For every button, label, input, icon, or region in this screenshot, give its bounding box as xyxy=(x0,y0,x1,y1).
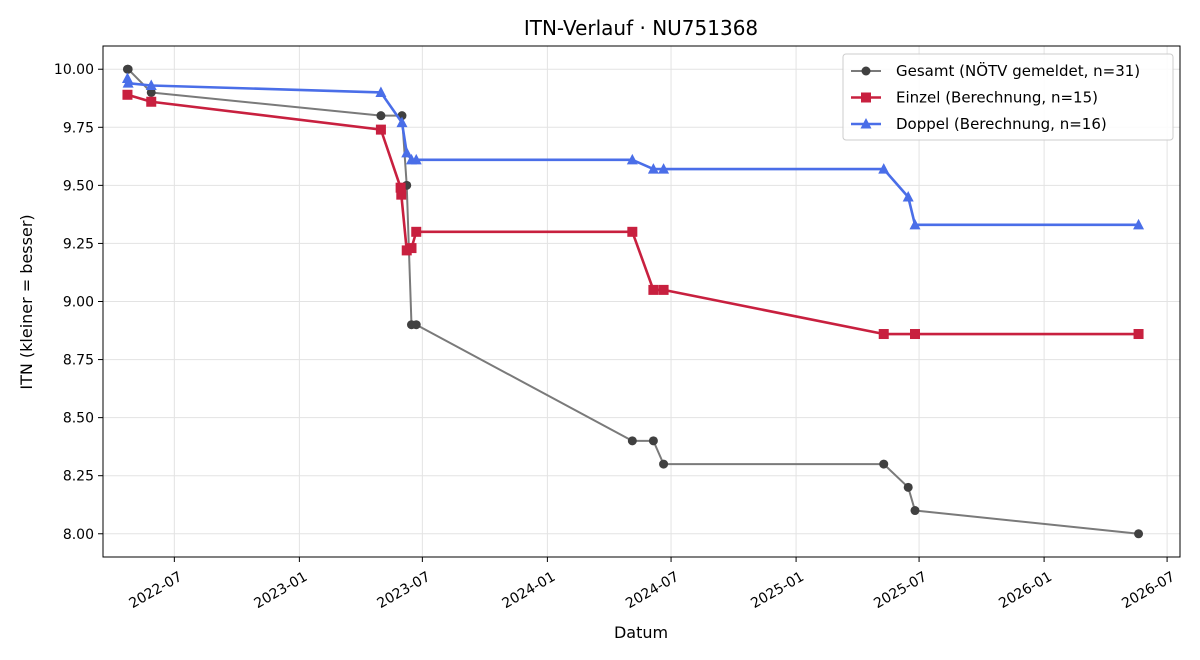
legend-label: Gesamt (NÖTV gemeldet, n=31) xyxy=(896,61,1140,80)
y-tick-label: 8.25 xyxy=(63,469,94,485)
y-tick-label: 9.50 xyxy=(63,178,94,194)
y-tick-label: 8.75 xyxy=(63,353,94,369)
data-point xyxy=(903,482,913,492)
data-point xyxy=(376,111,386,121)
x-tick-label: 2022-07 xyxy=(126,569,185,612)
data-point xyxy=(396,116,408,128)
data-point xyxy=(909,218,921,230)
x-tick-label: 2023-07 xyxy=(374,569,433,612)
series-square xyxy=(122,89,1144,340)
grid-layer xyxy=(103,46,1180,557)
data-point xyxy=(658,163,670,174)
data-point xyxy=(375,86,387,97)
data-point xyxy=(658,284,669,295)
data-point xyxy=(401,146,413,158)
chart-title: ITN-Verlauf · NU751368 xyxy=(524,16,758,40)
data-point xyxy=(879,459,889,469)
x-tick-label: 2026-01 xyxy=(996,569,1055,612)
x-tick-label: 2025-01 xyxy=(748,569,807,612)
data-point xyxy=(122,89,133,100)
legend-marker xyxy=(860,118,872,129)
data-point xyxy=(1133,218,1145,230)
x-tick-label: 2025-07 xyxy=(871,569,930,612)
legend-item: Doppel (Berechnung, n=16) xyxy=(851,115,1107,133)
data-point xyxy=(411,320,421,330)
data-point xyxy=(410,153,422,165)
data-point xyxy=(902,190,914,202)
data-point xyxy=(648,284,659,295)
data-point xyxy=(375,124,386,135)
legend-marker xyxy=(861,92,871,103)
data-point xyxy=(121,72,133,84)
data-point xyxy=(395,182,406,193)
y-tick-label: 9.75 xyxy=(63,120,94,136)
legend-box xyxy=(842,53,1174,141)
data-point xyxy=(910,506,920,516)
series-line xyxy=(127,93,1139,336)
legend-label: Doppel (Berechnung, n=16) xyxy=(896,115,1107,133)
data-point xyxy=(406,243,417,254)
data-point xyxy=(648,436,658,446)
series-triangle xyxy=(121,72,1145,230)
y-tick-label: 9.00 xyxy=(63,295,94,311)
data-point xyxy=(122,77,134,88)
data-point xyxy=(123,64,133,74)
x-tick-label: 2026-07 xyxy=(1119,569,1178,612)
data-point xyxy=(647,163,659,174)
y-tick-label: 10.00 xyxy=(54,62,94,78)
y-tick-label: 8.50 xyxy=(63,411,94,427)
y-tick-label: 9.25 xyxy=(63,236,94,252)
axis-layer: 8.00 8.25 8.50 8.75 9.00 9.25 9.50 9.75 10.00 202… xyxy=(54,62,1178,612)
legend-item: Einzel (Berechnung, n=15) xyxy=(851,89,1098,107)
data-point xyxy=(878,163,890,174)
plot-frame xyxy=(102,45,1181,558)
data-point xyxy=(878,329,889,340)
data-point xyxy=(627,226,638,237)
data-point xyxy=(396,189,407,200)
legend-marker xyxy=(861,66,871,76)
series-layer xyxy=(121,64,1145,539)
data-point xyxy=(909,329,920,340)
data-point xyxy=(1133,329,1144,340)
legend-item: Gesamt (NÖTV gemeldet, n=31) xyxy=(851,61,1140,80)
x-tick-label: 2023-01 xyxy=(252,569,311,612)
x-tick-label: 2024-01 xyxy=(500,569,559,612)
data-point xyxy=(146,87,156,97)
data-point xyxy=(659,459,669,469)
data-point xyxy=(411,226,422,237)
x-tick-label: 2024-07 xyxy=(623,569,682,612)
y-axis-label: ITN (kleiner = besser) xyxy=(17,214,36,389)
legend: Gesamt (NÖTV gemeldet, n=31) Einzel (Bere… xyxy=(842,53,1174,141)
legend-label: Einzel (Berechnung, n=15) xyxy=(896,89,1098,107)
data-point xyxy=(627,436,637,446)
x-axis-label: Datum xyxy=(614,623,668,642)
data-point xyxy=(1134,529,1144,539)
y-tick-label: 8.00 xyxy=(63,527,94,543)
data-point xyxy=(145,79,157,90)
data-point xyxy=(146,96,157,107)
data-point xyxy=(626,153,638,165)
